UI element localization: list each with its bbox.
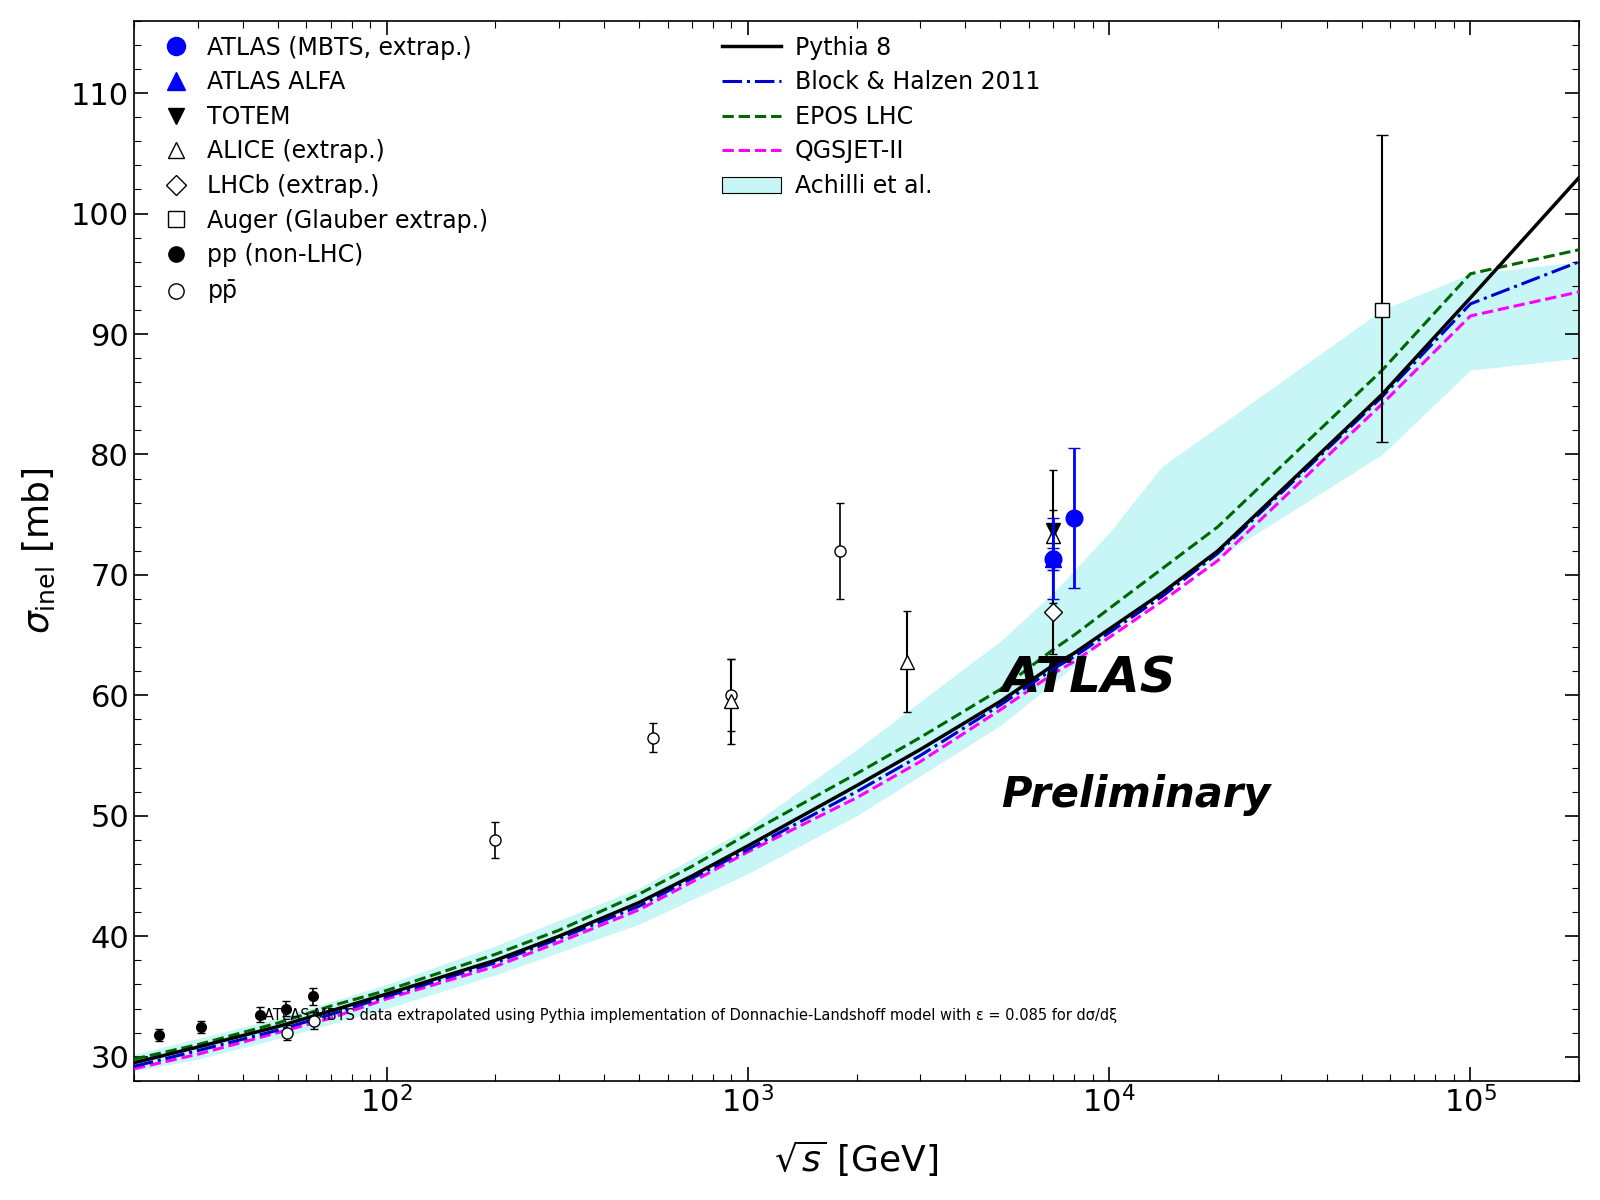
- Text: Preliminary: Preliminary: [1002, 774, 1270, 816]
- Text: ATLAS MBTS data extrapolated using Pythia implementation of Donnachie-Landshoff : ATLAS MBTS data extrapolated using Pythi…: [264, 1008, 1117, 1022]
- X-axis label: $\sqrt{s}$ [GeV]: $\sqrt{s}$ [GeV]: [774, 1139, 939, 1180]
- Legend: Pythia 8, Block & Halzen 2011, EPOS LHC, QGSJET-II, Achilli et al.: Pythia 8, Block & Halzen 2011, EPOS LHC,…: [712, 26, 1050, 208]
- Y-axis label: $\sigma_{\mathrm{inel}}$ [mb]: $\sigma_{\mathrm{inel}}$ [mb]: [21, 468, 58, 634]
- Text: ATLAS: ATLAS: [1002, 654, 1176, 702]
